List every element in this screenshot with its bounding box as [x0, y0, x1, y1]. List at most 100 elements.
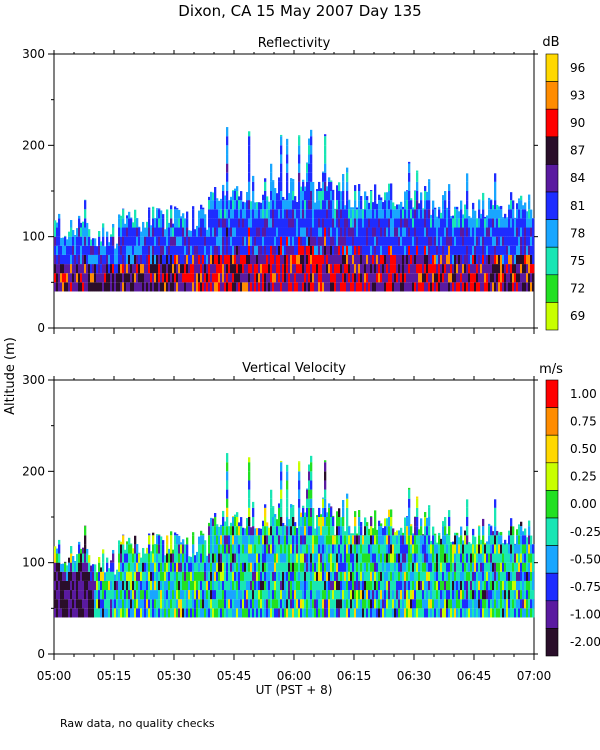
data-cell: [478, 199, 481, 201]
data-cell: [88, 580, 91, 591]
data-cell: [276, 553, 279, 563]
data-cell: [286, 138, 289, 146]
data-cell: [158, 562, 161, 572]
data-cell: [466, 273, 469, 283]
data-cell: [438, 571, 441, 581]
data-cell: [326, 608, 329, 618]
data-cell: [124, 264, 127, 274]
data-cell: [268, 544, 271, 554]
data-cell: [430, 245, 433, 255]
data-column: [350, 533, 353, 618]
data-cell: [350, 273, 353, 283]
data-cell: [224, 590, 227, 600]
data-cell: [470, 236, 473, 246]
data-cell: [58, 608, 61, 618]
data-cell: [420, 209, 423, 219]
data-cell: [310, 129, 313, 137]
data-cell: [364, 535, 367, 545]
data-cell: [416, 191, 419, 201]
data-cell: [134, 227, 137, 237]
data-cell: [222, 264, 225, 274]
data-cell: [494, 227, 497, 237]
data-cell: [480, 282, 483, 292]
data-cell: [160, 571, 163, 581]
data-cell: [244, 209, 247, 219]
data-cell: [120, 590, 123, 600]
data-cell: [58, 264, 61, 274]
data-cell: [86, 562, 89, 572]
data-cell: [388, 599, 391, 609]
data-cell: [54, 599, 57, 609]
data-cell: [372, 528, 375, 536]
data-cell: [456, 264, 459, 274]
data-cell: [316, 282, 319, 292]
data-cell: [250, 245, 253, 255]
data-cell: [386, 518, 389, 527]
data-cell: [132, 264, 135, 274]
data-cell: [374, 544, 377, 554]
data-cell: [196, 264, 199, 274]
data-cell: [210, 191, 213, 201]
data-cell: [80, 608, 83, 618]
data-column: [430, 540, 433, 618]
data-column: [360, 522, 363, 618]
data-cell: [344, 590, 347, 600]
data-cell: [372, 209, 375, 219]
data-cell: [286, 172, 289, 182]
data-cell: [418, 535, 421, 545]
data-cell: [450, 215, 453, 219]
data-cell: [70, 245, 73, 255]
data-cell: [434, 580, 437, 591]
data-cell: [272, 227, 275, 237]
data-cell: [328, 236, 331, 246]
data-cell: [440, 218, 443, 228]
data-cell: [230, 282, 233, 292]
data-cell: [298, 553, 301, 563]
data-cell: [404, 227, 407, 237]
data-cell: [80, 599, 83, 609]
data-cell: [412, 535, 415, 545]
data-cell: [416, 608, 419, 618]
data-column: [316, 189, 319, 292]
data-cell: [432, 544, 435, 554]
data-cell: [166, 245, 169, 255]
colorbar-swatch: [545, 53, 559, 82]
data-cell: [286, 498, 289, 508]
data-cell: [264, 191, 267, 201]
data-cell: [282, 227, 285, 237]
data-cell: [220, 200, 223, 210]
data-cell: [202, 544, 205, 554]
data-cell: [324, 489, 327, 499]
data-cell: [156, 608, 159, 618]
data-cell: [378, 282, 381, 292]
data-cell: [212, 245, 215, 255]
data-cell: [328, 599, 331, 609]
data-cell: [240, 544, 243, 554]
data-cell: [274, 580, 277, 591]
data-cell: [384, 254, 387, 265]
data-cell: [268, 608, 271, 618]
data-column: [432, 200, 435, 292]
data-cell: [204, 562, 207, 572]
data-cell: [398, 599, 401, 609]
data-cell: [134, 236, 137, 246]
data-column: [296, 528, 299, 618]
data-cell: [254, 227, 257, 237]
data-cell: [318, 227, 321, 237]
data-cell: [316, 236, 319, 246]
data-cell: [112, 590, 115, 600]
data-cell: [348, 254, 351, 265]
data-cell: [124, 254, 127, 265]
data-cell: [172, 227, 175, 237]
data-cell: [246, 571, 249, 581]
data-cell: [70, 580, 73, 591]
data-cell: [248, 571, 251, 581]
data-cell: [246, 517, 249, 527]
data-cell: [516, 209, 519, 219]
data-cell: [230, 553, 233, 563]
data-cell: [208, 227, 211, 237]
data-cell: [226, 535, 229, 545]
data-cell: [346, 282, 349, 292]
data-cell: [404, 535, 407, 545]
data-cell: [242, 236, 245, 246]
